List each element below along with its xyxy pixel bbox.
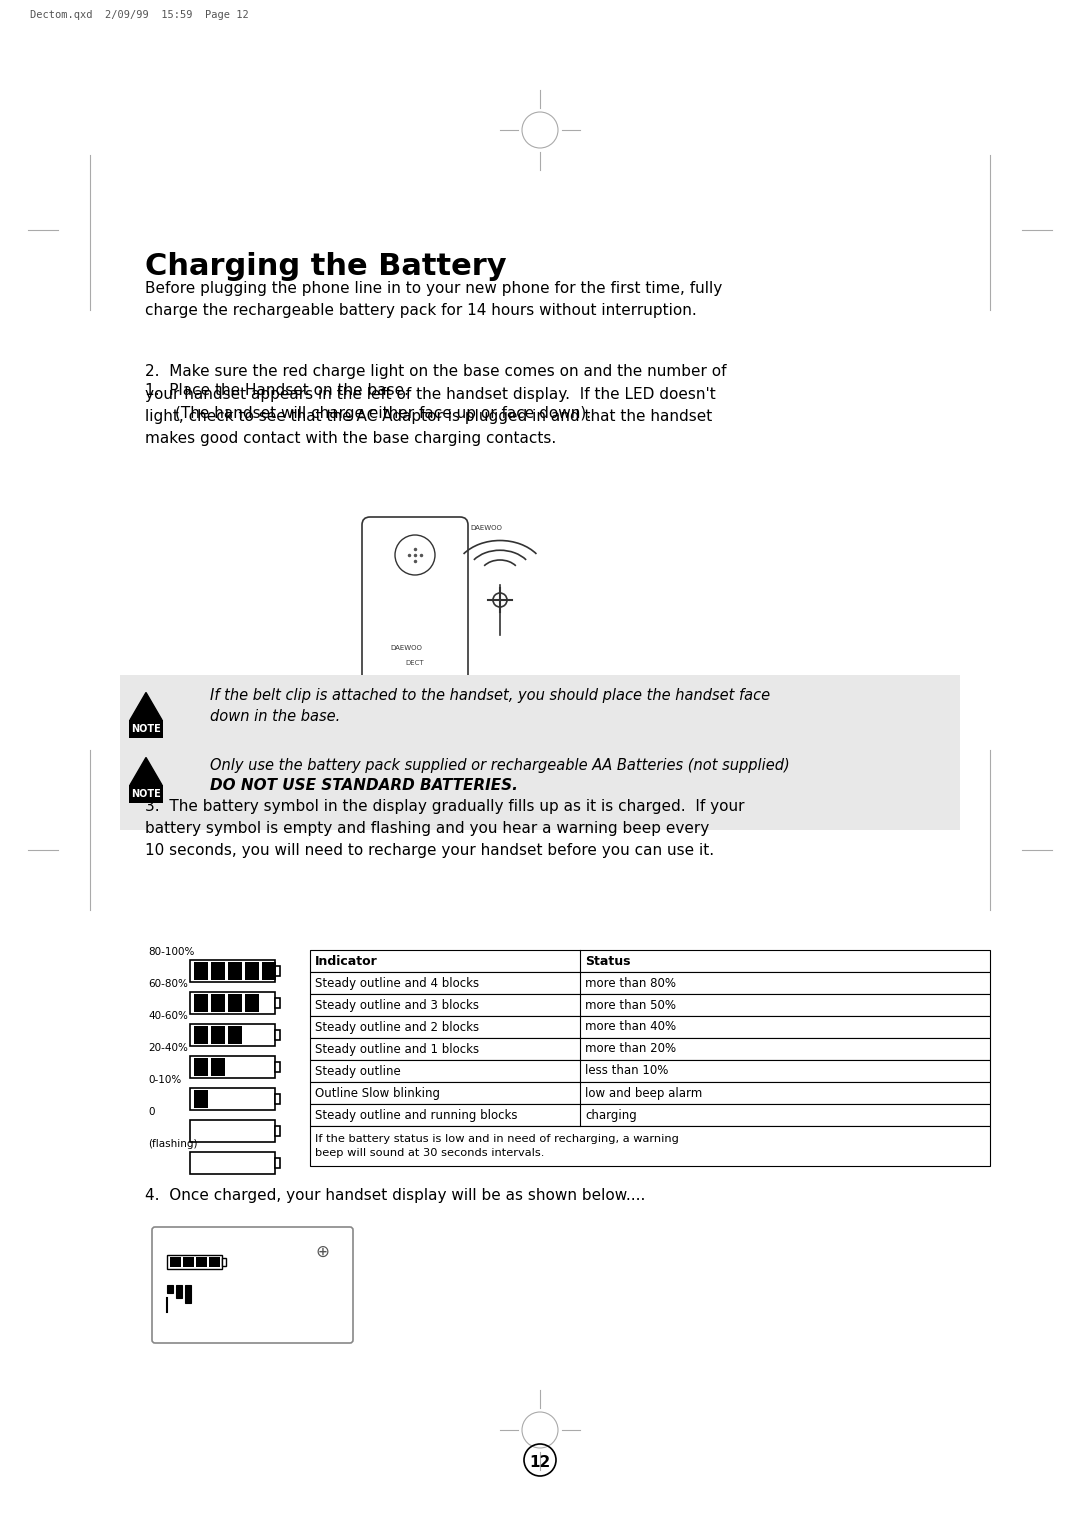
Bar	[211, 1025, 225, 1044]
Bar	[195, 1258, 207, 1267]
Text: 40-60%: 40-60%	[148, 1012, 188, 1021]
Text: 3.  The battery symbol in the display gradually fills up as it is charged.  If y: 3. The battery symbol in the display gra…	[145, 799, 744, 859]
Bar	[176, 1285, 183, 1297]
Text: Outline Slow blinking: Outline Slow blinking	[315, 1086, 440, 1100]
Text: Steady outline and 3 blocks: Steady outline and 3 blocks	[315, 998, 480, 1012]
FancyBboxPatch shape	[120, 675, 960, 750]
Text: NOTE: NOTE	[131, 788, 161, 799]
Polygon shape	[130, 758, 162, 785]
Bar	[275, 1030, 280, 1041]
Text: 4.  Once charged, your handset display will be as shown below....: 4. Once charged, your handset display wi…	[145, 1187, 646, 1203]
Bar	[190, 1120, 275, 1141]
Bar	[167, 1254, 222, 1268]
Bar	[310, 1105, 990, 1126]
Bar	[310, 1082, 990, 1105]
Bar	[262, 963, 276, 979]
FancyBboxPatch shape	[152, 1227, 353, 1343]
Bar	[194, 1057, 208, 1076]
Text: If the battery status is low and in need of recharging, a warning
beep will soun: If the battery status is low and in need…	[315, 1134, 679, 1158]
Text: 0: 0	[148, 1106, 154, 1117]
Text: (flashing): (flashing)	[148, 1138, 198, 1149]
Text: 2.  Make sure the red charge light on the base comes on and the number of
your h: 2. Make sure the red charge light on the…	[145, 364, 727, 446]
Bar	[310, 1016, 990, 1038]
Text: 12: 12	[529, 1455, 551, 1470]
Text: more than 50%: more than 50%	[585, 998, 676, 1012]
FancyBboxPatch shape	[129, 785, 163, 804]
Bar	[190, 1056, 275, 1077]
Bar	[275, 998, 280, 1008]
Text: Indicator: Indicator	[315, 955, 378, 967]
Bar	[275, 1126, 280, 1135]
Text: NOTE: NOTE	[131, 724, 161, 733]
Bar	[310, 972, 990, 995]
Text: Dectom.qxd  2/09/99  15:59  Page 12: Dectom.qxd 2/09/99 15:59 Page 12	[30, 11, 248, 20]
Bar	[245, 995, 259, 1012]
Bar	[310, 1038, 990, 1060]
Text: more than 80%: more than 80%	[585, 976, 676, 990]
Bar	[194, 963, 208, 979]
FancyBboxPatch shape	[120, 750, 960, 830]
Text: Only use the battery pack supplied or rechargeable AA Batteries (not supplied): Only use the battery pack supplied or re…	[210, 758, 789, 773]
Bar	[310, 1060, 990, 1082]
Text: Steady outline: Steady outline	[315, 1065, 401, 1077]
Bar	[275, 1158, 280, 1167]
Polygon shape	[130, 692, 162, 720]
Bar	[228, 995, 242, 1012]
Text: 80-100%: 80-100%	[148, 947, 194, 957]
Bar	[245, 963, 259, 979]
Bar	[194, 1089, 208, 1108]
Text: 20-40%: 20-40%	[148, 1044, 188, 1053]
Bar	[167, 1285, 173, 1293]
Text: DAEWOO: DAEWOO	[470, 526, 502, 532]
Text: DECT: DECT	[405, 660, 423, 666]
Bar	[190, 1152, 275, 1174]
Bar	[190, 1088, 275, 1109]
Bar	[194, 1025, 208, 1044]
Text: Steady outline and 1 blocks: Steady outline and 1 blocks	[315, 1042, 480, 1056]
Bar	[310, 950, 990, 972]
Bar	[275, 1094, 280, 1105]
Text: Status: Status	[585, 955, 631, 967]
Bar	[183, 1258, 194, 1267]
Bar	[228, 963, 242, 979]
Text: Steady outline and 2 blocks: Steady outline and 2 blocks	[315, 1021, 480, 1033]
Text: DO NOT USE STANDARD BATTERIES.: DO NOT USE STANDARD BATTERIES.	[210, 778, 518, 793]
Text: (The handset will charge either face up or face down).: (The handset will charge either face up …	[175, 406, 591, 422]
Bar	[190, 960, 275, 983]
Bar	[211, 995, 225, 1012]
Bar	[211, 963, 225, 979]
Bar	[211, 1057, 225, 1076]
FancyBboxPatch shape	[129, 720, 163, 738]
Text: less than 10%: less than 10%	[585, 1065, 669, 1077]
Text: 60-80%: 60-80%	[148, 979, 188, 989]
Text: DAEWOO: DAEWOO	[390, 645, 422, 651]
Text: low and beep alarm: low and beep alarm	[585, 1086, 702, 1100]
FancyBboxPatch shape	[362, 516, 468, 688]
Bar	[310, 1126, 990, 1166]
Bar	[228, 1025, 242, 1044]
Text: Before plugging the phone line in to your new phone for the first time, fully
ch: Before plugging the phone line in to you…	[145, 281, 723, 318]
Text: Steady outline and 4 blocks: Steady outline and 4 blocks	[315, 976, 480, 990]
Text: 0-10%: 0-10%	[148, 1076, 181, 1085]
Text: more than 20%: more than 20%	[585, 1042, 676, 1056]
Bar	[190, 992, 275, 1015]
Bar	[185, 1285, 191, 1303]
Text: ⊕: ⊕	[315, 1242, 329, 1261]
Text: charging: charging	[585, 1108, 637, 1122]
Text: more than 40%: more than 40%	[585, 1021, 676, 1033]
Text: Charging the Battery: Charging the Battery	[145, 252, 507, 281]
Bar	[275, 1062, 280, 1073]
Bar	[170, 1258, 181, 1267]
Bar	[310, 995, 990, 1016]
Text: If the belt clip is attached to the handset, you should place the handset face
d: If the belt clip is attached to the hand…	[210, 688, 770, 724]
Text: Steady outline and running blocks: Steady outline and running blocks	[315, 1108, 517, 1122]
Bar	[210, 1258, 220, 1267]
Bar	[190, 1024, 275, 1047]
Bar	[275, 966, 280, 976]
Text: 1.  Place the Handset on the base.: 1. Place the Handset on the base.	[145, 384, 409, 397]
Bar	[194, 995, 208, 1012]
Bar	[222, 1258, 226, 1267]
